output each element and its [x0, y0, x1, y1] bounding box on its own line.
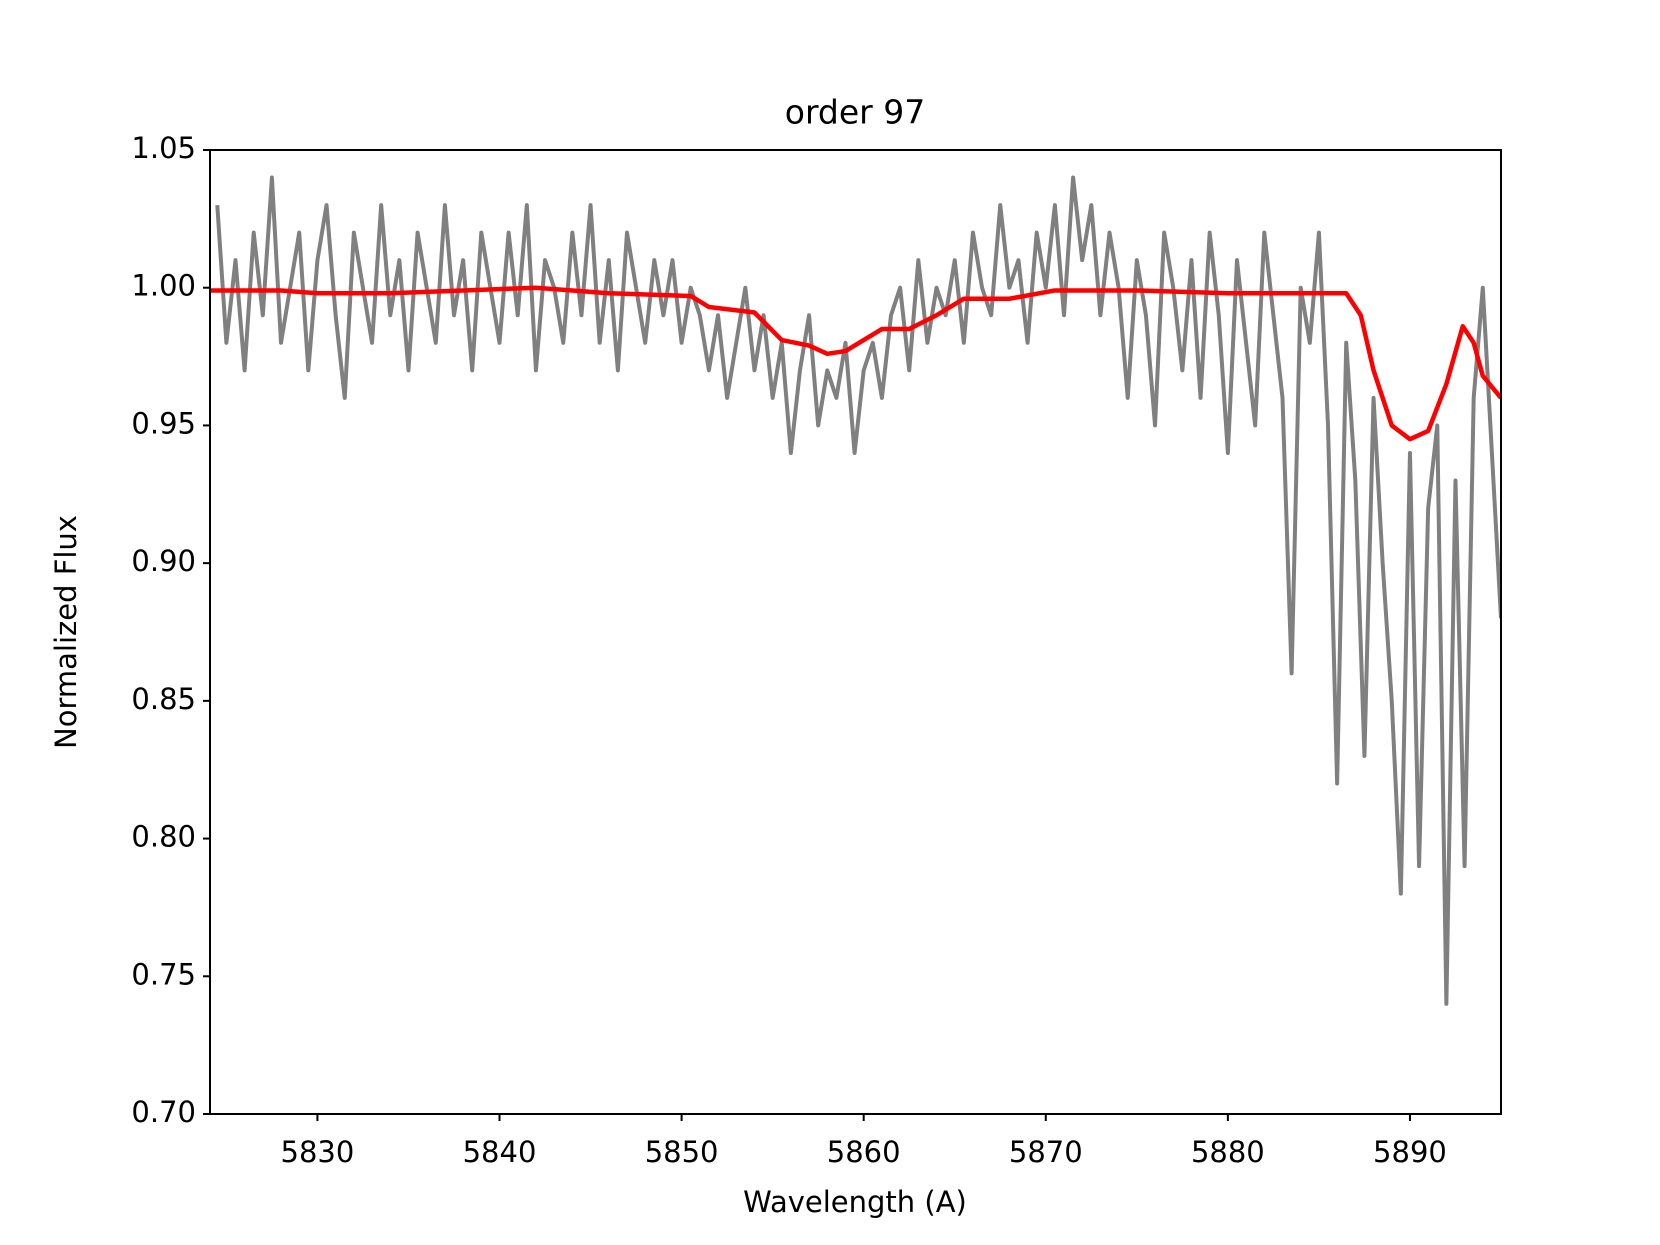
y-axis-label: Normalized Flux — [49, 515, 83, 749]
y-tick-label: 0.95 — [131, 406, 196, 440]
x-tick-label: 5830 — [281, 1135, 355, 1169]
axes-frame — [209, 149, 1502, 1115]
x-axis-label: Wavelength (A) — [743, 1185, 967, 1219]
chart-title: order 97 — [785, 93, 925, 132]
x-tick-label: 5880 — [1191, 1135, 1265, 1169]
y-tick-label: 1.00 — [131, 269, 196, 303]
y-tick-label: 0.80 — [131, 820, 196, 854]
series-line — [210, 285, 1501, 442]
x-tick-label: 5870 — [1009, 1135, 1083, 1169]
x-tick-label: 5840 — [463, 1135, 537, 1169]
y-tick-label: 0.75 — [131, 957, 196, 991]
y-tick-label: 0.70 — [131, 1095, 196, 1129]
plot-area — [210, 175, 1501, 1006]
y-tick-label: 0.90 — [131, 544, 196, 578]
x-tick-label: 5860 — [827, 1135, 901, 1169]
x-tick-label: 5850 — [645, 1135, 719, 1169]
y-tick-label: 0.85 — [131, 682, 196, 716]
x-tick-label: 5890 — [1373, 1135, 1447, 1169]
series-line — [215, 175, 1501, 1006]
y-tick-label: 1.05 — [131, 131, 196, 165]
